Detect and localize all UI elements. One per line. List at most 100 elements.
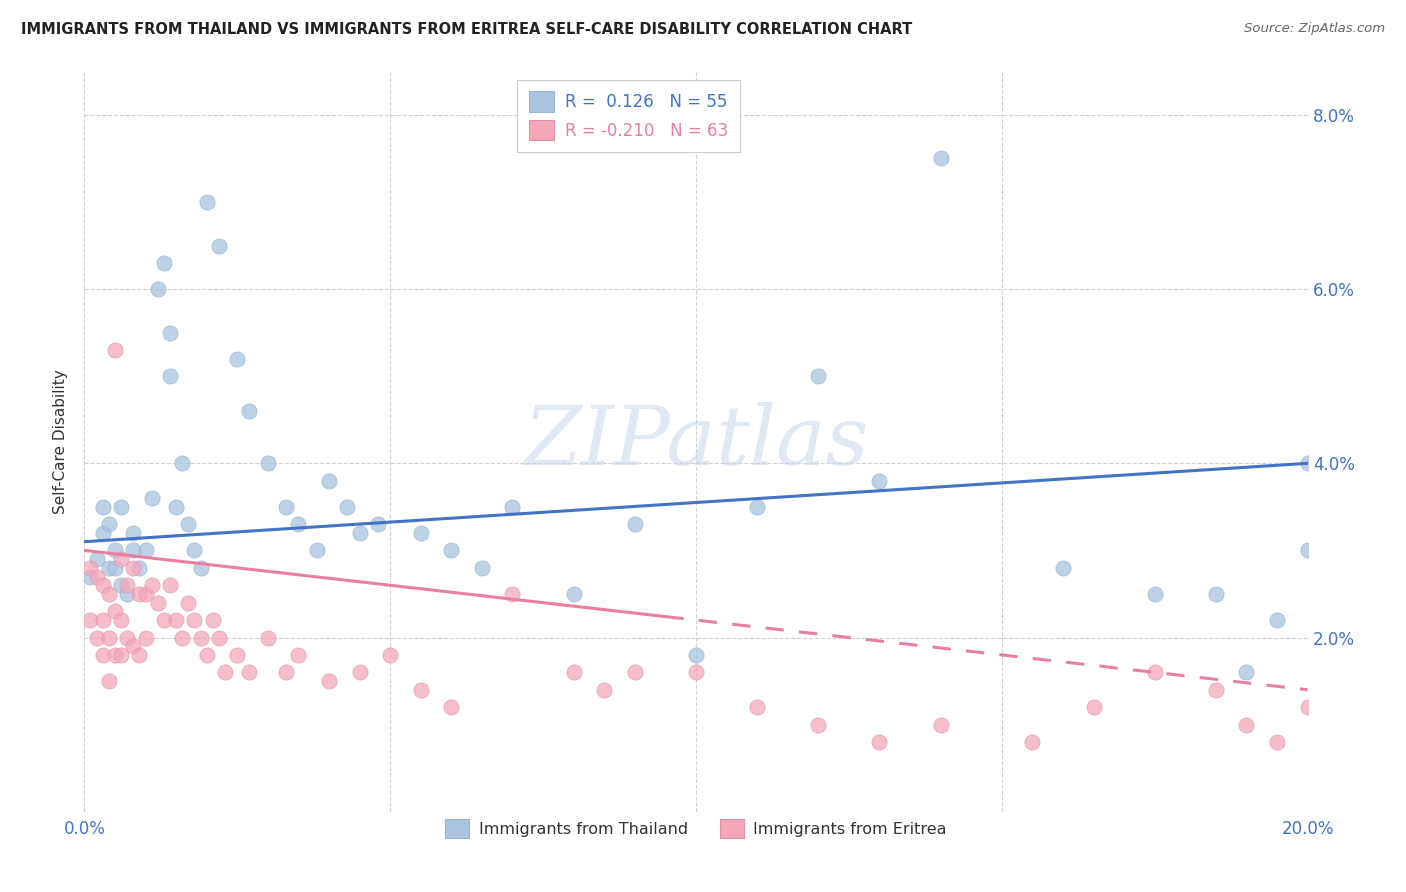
Point [177, 596, 200, 610]
Point [562, 587, 585, 601]
Point [86, 631, 108, 645]
Point [624, 517, 647, 532]
Point [1083, 700, 1105, 714]
Point [502, 587, 524, 601]
Point [128, 587, 150, 601]
Point [91, 526, 114, 541]
Point [409, 526, 432, 541]
Point [1265, 735, 1288, 749]
Point [115, 631, 138, 645]
Point [318, 674, 340, 689]
Point [593, 682, 616, 697]
Point [747, 700, 769, 714]
Point [104, 561, 127, 575]
Point [104, 543, 127, 558]
Point [1052, 561, 1074, 575]
Point [238, 665, 260, 680]
Point [79, 569, 101, 583]
Point [91, 578, 114, 592]
Point [440, 543, 463, 558]
Point [367, 517, 389, 532]
Point [183, 543, 205, 558]
Point [79, 613, 101, 627]
Point [195, 648, 218, 662]
Point [195, 194, 218, 209]
Point [869, 735, 891, 749]
Point [159, 369, 181, 384]
Point [807, 369, 830, 384]
Point [104, 648, 127, 662]
Point [624, 665, 647, 680]
Point [79, 561, 101, 575]
Point [1205, 587, 1227, 601]
Point [409, 682, 432, 697]
Point [110, 500, 132, 514]
Point [380, 648, 402, 662]
Point [135, 631, 157, 645]
Point [440, 700, 463, 714]
Point [141, 491, 163, 505]
Point [349, 526, 371, 541]
Point [685, 648, 707, 662]
Point [128, 648, 150, 662]
Point [91, 500, 114, 514]
Point [110, 648, 132, 662]
Point [685, 665, 707, 680]
Point [153, 256, 176, 270]
Point [135, 587, 157, 601]
Point [115, 578, 138, 592]
Y-axis label: Self-Care Disability: Self-Care Disability [53, 369, 69, 514]
Point [97, 674, 120, 689]
Point [1205, 682, 1227, 697]
Text: ZIPatlas: ZIPatlas [523, 401, 869, 482]
Point [208, 631, 231, 645]
Point [115, 587, 138, 601]
Point [276, 665, 298, 680]
Point [159, 326, 181, 340]
Point [172, 456, 194, 470]
Point [336, 500, 359, 514]
Point [257, 456, 280, 470]
Point [1296, 700, 1319, 714]
Text: IMMIGRANTS FROM THAILAND VS IMMIGRANTS FROM ERITREA SELF-CARE DISABILITY CORRELA: IMMIGRANTS FROM THAILAND VS IMMIGRANTS F… [21, 22, 912, 37]
Point [276, 500, 298, 514]
Point [172, 631, 194, 645]
Point [128, 561, 150, 575]
Point [1143, 587, 1166, 601]
Point [929, 717, 952, 731]
Point [257, 631, 280, 645]
Point [201, 613, 224, 627]
Point [97, 517, 120, 532]
Point [226, 648, 249, 662]
Text: Source: ZipAtlas.com: Source: ZipAtlas.com [1244, 22, 1385, 36]
Point [146, 282, 169, 296]
Point [1265, 613, 1288, 627]
Point [97, 587, 120, 601]
Point [97, 631, 120, 645]
Point [807, 717, 830, 731]
Point [153, 613, 176, 627]
Point [1296, 543, 1319, 558]
Point [159, 578, 181, 592]
Point [1236, 717, 1258, 731]
Point [122, 639, 145, 653]
Point [165, 500, 187, 514]
Point [190, 561, 212, 575]
Point [110, 552, 132, 566]
Point [122, 543, 145, 558]
Point [146, 596, 169, 610]
Point [208, 238, 231, 252]
Point [287, 517, 309, 532]
Point [110, 613, 132, 627]
Point [110, 578, 132, 592]
Point [869, 474, 891, 488]
Point [349, 665, 371, 680]
Point [135, 543, 157, 558]
Point [305, 543, 328, 558]
Point [1236, 665, 1258, 680]
Point [97, 561, 120, 575]
Point [747, 500, 769, 514]
Point [104, 343, 127, 357]
Point [141, 578, 163, 592]
Point [91, 613, 114, 627]
